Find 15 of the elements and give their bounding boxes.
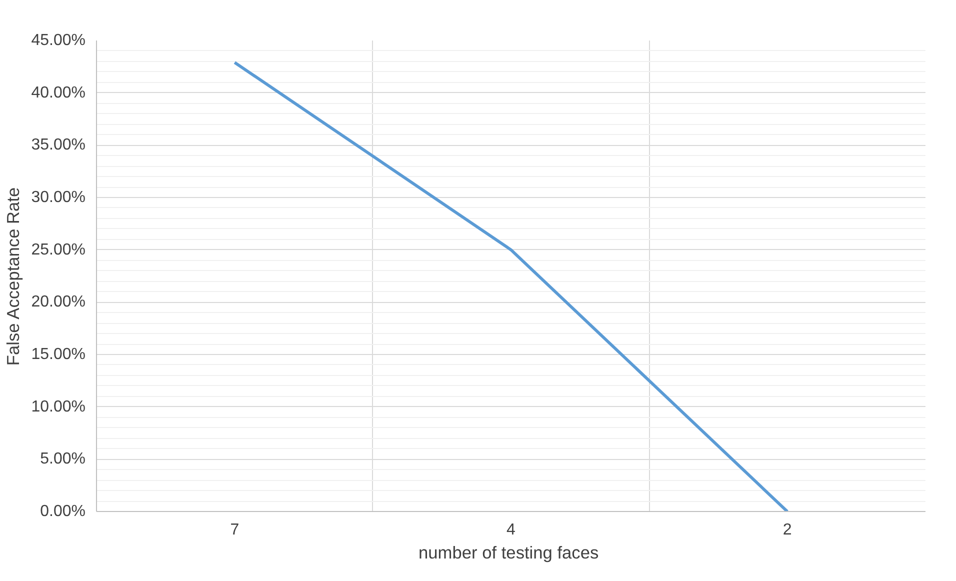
y-tick-label: 40.00%	[31, 84, 86, 102]
y-tick-label: 15.00%	[31, 346, 86, 363]
y-tick-label: 30.00%	[31, 189, 86, 206]
x-tick-label: 7	[230, 522, 240, 538]
y-tick-label: 0.00%	[40, 503, 86, 520]
y-tick-label: 45.00%	[31, 32, 86, 49]
y-tick-label: 20.00%	[31, 294, 86, 311]
y-tick-label: 5.00%	[40, 450, 86, 468]
y-tick-label: 35.00%	[31, 136, 86, 154]
y-tick-label: 10.00%	[31, 398, 86, 416]
y-axis-title: False Acceptance Rate	[3, 187, 24, 366]
x-tick-label: 4	[506, 522, 516, 538]
x-tick-label: 2	[782, 522, 792, 538]
x-axis-title: number of testing faces	[418, 542, 599, 562]
y-tick-label: 25.00%	[31, 241, 86, 258]
